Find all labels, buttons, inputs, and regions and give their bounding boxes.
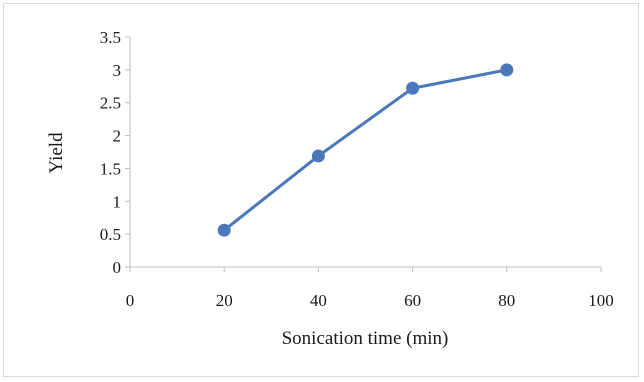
series-layer (217, 63, 514, 237)
chart-frame: 0 0.5 1 1.5 2 2.5 3 3.5 0 20 40 60 80 100 Yield Soni… (3, 3, 639, 377)
data-point (500, 63, 514, 77)
x-tick-label: 60 (404, 291, 421, 310)
x-axis-title: Sonication time (min) (282, 328, 449, 349)
chart-svg: 0 0.5 1 1.5 2 2.5 3 3.5 0 20 40 60 80 100 Yield Soni… (46, 28, 614, 349)
data-point (217, 223, 231, 237)
y-tick-label: 2.5 (100, 94, 121, 113)
y-tick-label: 1.5 (100, 159, 121, 178)
axes: 0 0.5 1 1.5 2 2.5 3 3.5 0 20 40 60 80 100 (100, 28, 614, 310)
x-tick-label: 80 (498, 291, 515, 310)
x-tick-label: 0 (126, 291, 135, 310)
x-tick-label: 40 (310, 291, 327, 310)
data-point (406, 81, 420, 95)
x-tick-label: 20 (216, 291, 233, 310)
y-axis-title: Yield (46, 132, 67, 174)
series-line (223, 68, 508, 232)
y-tick-label: 3 (113, 61, 122, 80)
y-ticks: 0 0.5 1 1.5 2 2.5 3 3.5 (100, 28, 130, 277)
data-point (311, 149, 325, 163)
x-tick-label: 100 (588, 291, 614, 310)
y-tick-label: 1 (113, 192, 122, 211)
y-tick-label: 0.5 (100, 225, 121, 244)
y-tick-label: 0 (113, 258, 122, 277)
y-tick-label: 2 (113, 127, 122, 146)
y-tick-label: 3.5 (100, 28, 121, 47)
x-ticks: 0 20 40 60 80 100 (126, 267, 614, 310)
